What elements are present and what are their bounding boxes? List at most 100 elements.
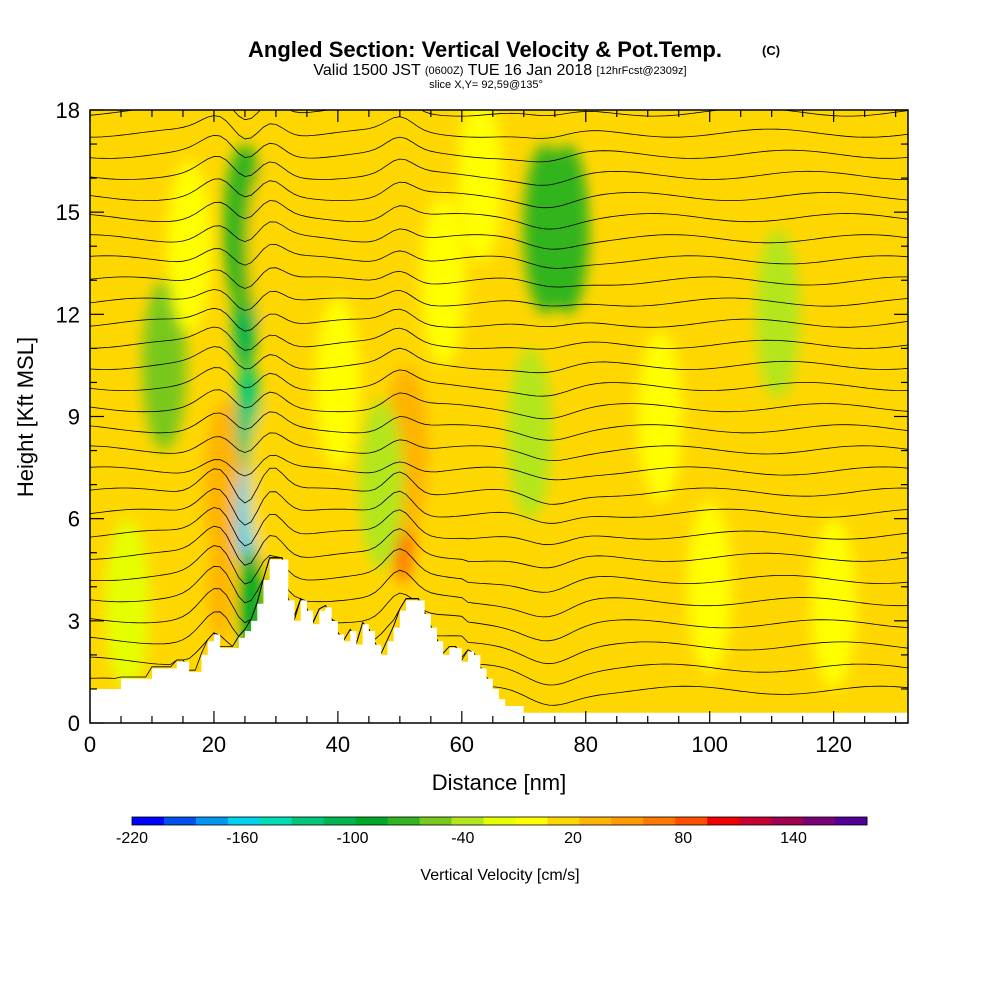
- colorbar-swatch: [355, 817, 389, 825]
- y-tick-label: 18: [56, 98, 80, 123]
- colorbar-swatch: [739, 817, 772, 825]
- isentrope: [90, 545, 908, 593]
- velocity-cell-25: [105, 518, 150, 689]
- colorbar-swatch: [643, 817, 676, 825]
- colorbar-swatch: [387, 817, 421, 825]
- velocity-cell-24: [167, 161, 212, 332]
- velocity-cell-18: [600, 110, 645, 247]
- colorbar-swatch: [195, 817, 229, 825]
- plot-area: [90, 110, 908, 723]
- isentrope: [90, 134, 908, 163]
- y-tick-label: 3: [68, 609, 80, 634]
- velocity-cell-21: [458, 110, 503, 264]
- x-tick-label: 20: [202, 732, 226, 757]
- isentrope: [90, 389, 908, 420]
- velocity-cell-20: [811, 518, 856, 689]
- colorbar-swatch: [323, 817, 357, 825]
- colorbar-swatch: [259, 817, 293, 825]
- potential-temperature-contours: [90, 110, 908, 706]
- colorbar: -220 -160 -100 -40 20 80 140: [116, 816, 868, 847]
- isentrope: [90, 454, 908, 481]
- velocity-cell-22: [315, 297, 360, 468]
- isentrope: [90, 110, 908, 121]
- colorbar-swatch: [579, 817, 612, 825]
- y-tick-label: 6: [68, 507, 80, 532]
- subtitle-forecast: [12hrFcst@2309z]: [597, 65, 687, 77]
- colorbar-swatch: [163, 817, 197, 825]
- isentrope: [90, 367, 908, 397]
- colorbar-tick-label: -220: [116, 830, 148, 847]
- isentrope: [90, 200, 908, 230]
- chart-title-unit: (C): [762, 43, 780, 58]
- subtitle-valid: Valid 1500 JST: [313, 62, 421, 79]
- colorbar-swatch: [835, 817, 868, 825]
- isentrope: [90, 557, 908, 618]
- colorbar-tick-label: -100: [336, 830, 368, 847]
- subtitle-date: TUE 16 Jan 2018: [468, 62, 593, 79]
- terrain-mask: [90, 559, 908, 723]
- y-tick-label: 9: [68, 405, 80, 430]
- isentrope: [90, 432, 908, 462]
- isentrope: [90, 557, 908, 642]
- velocity-cell-16: [507, 348, 552, 519]
- colorbar-tick-label: -40: [451, 830, 474, 847]
- colorbar-swatch: [611, 817, 644, 825]
- isentrope: [90, 156, 908, 186]
- isentrope: [90, 467, 908, 505]
- velocity-cell-19: [687, 501, 732, 672]
- y-tick-label: 0: [68, 711, 80, 736]
- velocity-cell-17: [755, 229, 800, 400]
- isentrope: [90, 557, 908, 706]
- colorbar-swatch: [515, 817, 548, 825]
- velocity-cell-13: [359, 399, 404, 570]
- colorbar-swatch: [132, 817, 165, 825]
- isentrope: [90, 115, 908, 140]
- x-tick-label: 80: [574, 732, 598, 757]
- x-axis: 0 20 40 60 80 100 120: [84, 110, 897, 757]
- y-axis: 0 3 6 9 12 15 18: [56, 98, 908, 736]
- colorbar-swatch: [291, 817, 325, 825]
- colorbar-swatch: [483, 817, 516, 825]
- x-tick-label: 40: [326, 732, 350, 757]
- velocity-cell-23: [421, 195, 466, 366]
- colorbar-tick-label: -160: [226, 830, 258, 847]
- colorbar-tick-label: 20: [564, 830, 582, 847]
- colorbar-swatch: [451, 817, 485, 825]
- x-tick-label: 60: [450, 732, 474, 757]
- chart-title: Angled Section: Vertical Velocity & Pot.…: [248, 37, 722, 62]
- isentrope: [90, 557, 908, 665]
- velocity-cell-8: [247, 399, 292, 570]
- chart-subtitle: Valid 1500 JST (0600Z) TUE 16 Jan 2018 […: [313, 61, 686, 79]
- isentrope: [90, 326, 908, 351]
- slice-label: slice X,Y= 92,59@135°: [429, 79, 543, 91]
- isentrope: [90, 488, 908, 526]
- colorbar-swatch: [547, 817, 580, 825]
- colorbar-swatch: [707, 817, 740, 825]
- y-axis-label: Height [Kft MSL]: [13, 337, 38, 497]
- isentrope: [90, 525, 908, 569]
- x-axis-label: Distance [nm]: [432, 770, 567, 795]
- isentrope: [90, 307, 908, 332]
- velocity-cell-26: [638, 331, 683, 502]
- colorbar-tick-label: 140: [780, 830, 807, 847]
- colorbar-swatch: [227, 817, 261, 825]
- isentrope: [90, 243, 908, 269]
- isentrope: [90, 221, 908, 250]
- colorbar-frame: [131, 816, 868, 826]
- colorbar-label: Vertical Velocity [cm/s]: [420, 867, 579, 884]
- colorbar-tick-label: 80: [674, 830, 692, 847]
- subtitle-utc: (0600Z): [425, 65, 464, 77]
- velocity-cell-15: [545, 144, 590, 315]
- isentrope: [90, 178, 908, 209]
- x-tick-label: 0: [84, 732, 96, 757]
- colorbar-swatch: [675, 817, 708, 825]
- colorbar-swatch: [419, 817, 453, 825]
- x-tick-label: 100: [691, 732, 728, 757]
- colorbar-swatch: [771, 817, 804, 825]
- isentrope: [90, 411, 908, 441]
- y-tick-label: 12: [56, 302, 80, 327]
- colorbar-swatch: [803, 817, 836, 825]
- chart-header: Angled Section: Vertical Velocity & Pot.…: [248, 37, 780, 91]
- isentrope: [90, 267, 908, 289]
